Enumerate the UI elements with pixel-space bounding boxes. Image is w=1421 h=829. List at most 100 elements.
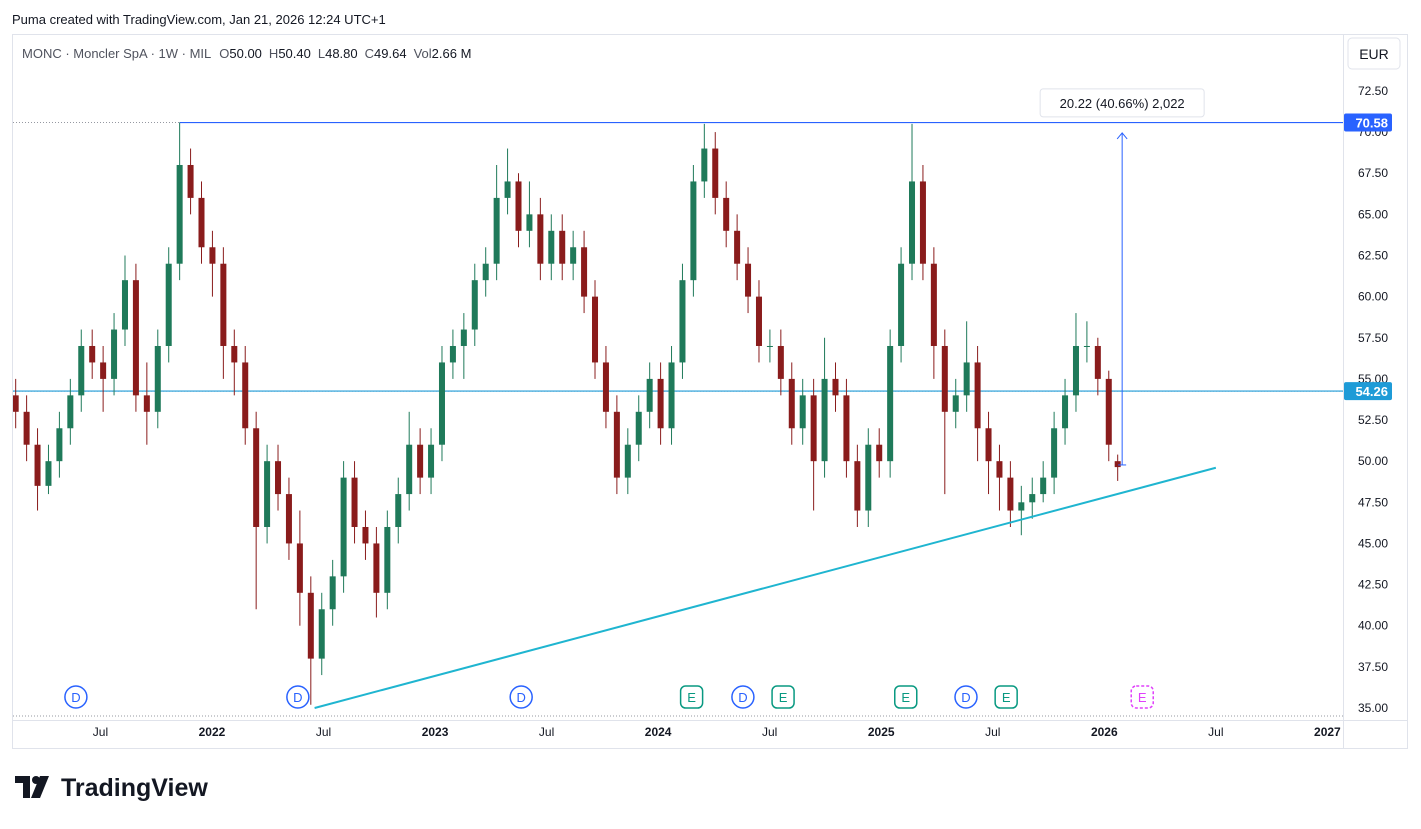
y-tick-label: 52.50 <box>1358 413 1388 427</box>
currency-button[interactable] <box>1347 37 1401 70</box>
event-label: D <box>961 690 970 705</box>
candle-body <box>745 263 752 297</box>
event-badge <box>954 685 978 709</box>
candle-body <box>340 477 347 577</box>
candle-body <box>329 576 336 610</box>
legend-key: L <box>318 46 325 61</box>
event-badge <box>731 685 755 709</box>
candle-body <box>23 411 30 445</box>
candle-body <box>264 461 271 527</box>
candle-body <box>34 444 41 486</box>
candle-body <box>602 362 609 412</box>
candle-body <box>766 345 773 347</box>
x-tick-label: 2027 <box>1314 725 1341 739</box>
candle-body <box>460 329 467 346</box>
candle-body <box>187 164 194 198</box>
candle-body <box>154 345 161 412</box>
candle-body <box>1040 477 1047 495</box>
candle-body <box>668 362 675 429</box>
logo-text: TradingView <box>61 774 208 802</box>
logo: TradingView <box>15 774 208 802</box>
y-tick-label: 67.50 <box>1358 166 1388 180</box>
candle-body <box>165 263 172 346</box>
candle-body <box>1062 395 1069 429</box>
candle-body <box>417 444 424 478</box>
candle-body <box>985 428 992 462</box>
candle-body <box>1105 378 1112 445</box>
candle-body <box>13 395 19 412</box>
price-label-box <box>1344 113 1392 132</box>
candle-body <box>526 214 533 231</box>
measure-label: 20.22 (40.66%) 2,022 <box>1060 96 1185 111</box>
event-marker[interactable]: E <box>894 685 918 709</box>
candle-body <box>952 395 959 412</box>
event-marker[interactable]: E <box>1130 685 1154 709</box>
legend-value: 49.64 <box>374 46 407 61</box>
candle-body <box>898 263 905 346</box>
event-marker[interactable]: D <box>64 685 88 709</box>
x-tick-label: 2022 <box>199 725 226 739</box>
candle-body <box>89 345 96 363</box>
event-label: E <box>1138 690 1147 705</box>
y-tick-label: 40.00 <box>1358 619 1388 633</box>
candle-body <box>1051 428 1058 478</box>
candle-body <box>209 247 216 264</box>
y-tick-label: 72.50 <box>1358 84 1388 98</box>
price-label: 54.26 <box>1355 384 1388 399</box>
event-badge <box>679 685 704 709</box>
candle-body <box>734 230 741 264</box>
candle-body <box>570 247 577 264</box>
candle-body <box>537 214 544 264</box>
event-label: E <box>687 690 696 705</box>
candle-body <box>132 280 139 396</box>
event-marker[interactable]: E <box>679 685 704 709</box>
candle-body <box>307 592 314 659</box>
candle-body <box>318 609 325 659</box>
x-tick-label: 2024 <box>645 725 672 739</box>
candle-body <box>143 395 150 412</box>
candle-body <box>799 395 806 429</box>
x-tick-label: 2023 <box>422 725 449 739</box>
event-badge <box>509 685 533 709</box>
candle-body <box>613 411 620 478</box>
event-label: E <box>901 690 910 705</box>
candle-body <box>690 181 697 281</box>
x-tick-label: Jul <box>985 725 1000 739</box>
y-tick-label: 45.00 <box>1358 536 1388 550</box>
candle-body <box>635 411 642 445</box>
event-marker[interactable]: D <box>509 685 533 709</box>
y-tick-label: 62.50 <box>1358 248 1388 262</box>
candle-body <box>1083 345 1090 347</box>
currency[interactable]: EUR <box>1359 46 1389 62</box>
candle-body <box>471 280 478 330</box>
candle-body <box>395 494 402 527</box>
candle-body <box>362 526 369 544</box>
event-label: D <box>293 690 302 705</box>
candle-body <box>111 329 118 379</box>
legend-value: 50.40 <box>278 46 311 61</box>
candle-body <box>56 428 63 462</box>
candle-body <box>504 181 511 198</box>
candle-body <box>788 378 795 429</box>
candle-body <box>810 395 817 462</box>
symbol: MONC · Moncler SpA · 1W · MIL <box>22 46 211 61</box>
event-marker[interactable]: E <box>994 685 1018 709</box>
candle-body <box>581 247 588 297</box>
x-tick-label: 2025 <box>868 725 895 739</box>
candle-body <box>428 444 435 478</box>
candle-body <box>821 378 828 462</box>
legend-value: 48.80 <box>325 46 358 61</box>
candle-body <box>198 197 205 248</box>
event-marker[interactable]: E <box>771 685 795 709</box>
event-marker[interactable]: D <box>731 685 755 709</box>
x-tick-label: Jul <box>1208 725 1223 739</box>
candle-body <box>548 230 555 264</box>
event-marker[interactable]: D <box>286 685 310 709</box>
candle-body <box>515 181 522 231</box>
candle-body <box>285 494 292 544</box>
y-tick-label: 65.00 <box>1358 207 1388 221</box>
event-marker[interactable]: D <box>954 685 978 709</box>
y-tick-label: 57.50 <box>1358 331 1388 345</box>
header: Puma created with TradingView.com, Jan 2… <box>12 12 386 27</box>
measure-box <box>1039 88 1205 118</box>
